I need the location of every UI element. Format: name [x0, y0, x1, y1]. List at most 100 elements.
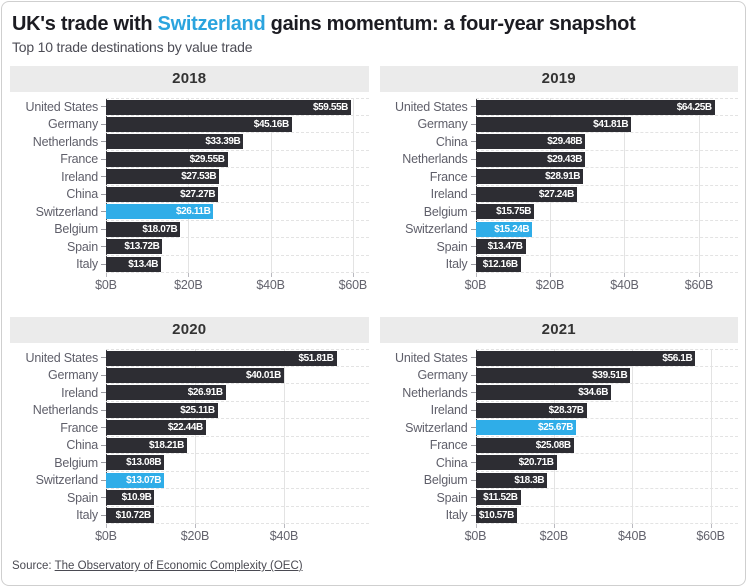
bar-value-label: $10.9B: [121, 492, 152, 503]
bar-track: $39.51B: [475, 367, 738, 384]
category-label: Netherlands: [402, 152, 468, 167]
bar: $51.81B: [106, 351, 337, 366]
bar-value-label: $28.91B: [545, 171, 581, 182]
bar-row: Netherlands $25.11B: [10, 402, 369, 419]
gridline: [553, 349, 555, 524]
category-label: Belgium: [423, 473, 468, 488]
bar-value-label: $56.1B: [662, 353, 693, 364]
bar-value-label: $26.11B: [175, 206, 211, 217]
bar-track: $13.07B: [106, 472, 369, 489]
bar-value-label: $27.53B: [181, 171, 217, 182]
bar: $10.72B: [106, 507, 154, 523]
footer: Source: The Observatory of Economic Comp…: [2, 544, 745, 572]
bar-row: Spain $13.72B: [10, 238, 369, 256]
bar: $10.9B: [106, 490, 155, 505]
bar-value-label: $10.57B: [478, 509, 514, 521]
category-label: Spain: [67, 239, 98, 254]
x-axis: $0B $20B $40B $60B: [465, 524, 739, 544]
chart-year-header-2020: 2020: [10, 317, 369, 343]
bar-value-label: $28.37B: [548, 404, 584, 416]
category-label: France: [429, 169, 468, 184]
bar-track: $25.11B: [106, 402, 369, 419]
bar: $28.37B: [475, 402, 587, 418]
y-tick: [470, 141, 476, 143]
bar-value-label: $22.44B: [167, 422, 203, 433]
bar-row: Italy $13.4B: [10, 256, 369, 273]
bar: $29.43B: [475, 151, 586, 167]
y-tick: [470, 497, 476, 499]
x-tick: [188, 273, 190, 277]
bar-row: Netherlands $34.6B: [380, 384, 738, 402]
bar-value-label: $12.16B: [482, 258, 518, 270]
bar: $13.72B: [106, 239, 163, 254]
bar-value-label: $18.07B: [142, 223, 178, 235]
bar-value-label: $18.3B: [514, 474, 545, 486]
y-tick: [470, 444, 476, 446]
bar-rows: United States $56.1B Germany $39.51B Netherl…: [380, 349, 738, 524]
bar-track: $15.75B: [475, 203, 738, 221]
bar-row: Spain $11.52B: [380, 489, 738, 507]
bar: $33.39B: [106, 134, 244, 149]
category-label: Germany: [47, 117, 98, 132]
category-label: France: [60, 420, 98, 435]
gridline: [624, 98, 626, 273]
category-label: Italy: [445, 508, 468, 523]
header: UK's trade with Switzerland gains moment…: [2, 2, 745, 55]
bar-value-label: $11.52B: [483, 492, 518, 503]
chart-year-header-2018: 2018: [10, 66, 369, 92]
bar-value-label: $26.91B: [187, 387, 223, 398]
bar: $13.4B: [106, 256, 162, 272]
source-label: Source:: [12, 560, 55, 572]
bar-row: United States $51.81B: [10, 349, 369, 367]
bar-track: $28.91B: [475, 168, 738, 186]
category-label: United States: [25, 350, 99, 365]
category-label: Netherlands: [32, 403, 98, 418]
bar: $18.21B: [106, 437, 188, 453]
charts-grid: 2018 United States $59.55B Germany $45.16B N…: [2, 66, 745, 544]
bar-value-label: $41.81B: [593, 118, 629, 130]
category-label: Netherlands: [402, 385, 468, 400]
bar: $27.24B: [475, 186, 577, 202]
source-link[interactable]: The Observatory of Economic Complexity (…: [54, 560, 303, 572]
y-tick: [101, 176, 106, 178]
bar-row: Italy $12.16B: [380, 256, 738, 273]
bar-value-label: $45.16B: [253, 118, 289, 130]
page-title: UK's trade with Switzerland gains moment…: [12, 12, 733, 36]
bar-track: $26.11B: [106, 203, 369, 221]
x-tick-label: $0B: [95, 529, 117, 543]
y-tick: [470, 211, 476, 213]
bar-row: United States $59.55B: [10, 98, 369, 116]
bar: $29.55B: [106, 151, 228, 167]
category-label: Ireland: [430, 403, 468, 418]
bar-highlighted: $26.11B: [106, 204, 214, 219]
bar-track: $18.21B: [106, 437, 369, 454]
bar: $18.3B: [475, 472, 548, 488]
x-tick-label: $20B: [535, 278, 565, 292]
y-tick: [101, 514, 106, 516]
category-label: Ireland: [61, 169, 98, 184]
bar-track: $51.81B: [106, 349, 369, 367]
bar-row: China $29.48B: [380, 133, 738, 151]
chart-year-header-2019: 2019: [379, 66, 738, 92]
title-prefix: UK's trade with: [12, 13, 158, 35]
bar-row: France $29.55B: [10, 151, 369, 168]
x-tick: [194, 524, 196, 528]
bar-row: Germany $39.51B: [380, 367, 738, 384]
x-axis: $0B $20B $40B $60B: [95, 273, 369, 293]
chart-panel-2020: 2020 United States $51.81B Germany $40.01B I…: [10, 317, 369, 544]
bar-row: Spain $10.9B: [10, 489, 369, 507]
category-label: Spain: [67, 490, 98, 505]
gridline: [352, 98, 354, 273]
category-label: Switzerland: [35, 204, 99, 219]
bar: $40.01B: [106, 367, 284, 383]
bar: $64.25B: [475, 100, 715, 115]
x-tick: [549, 273, 551, 277]
bar-track: $13.72B: [106, 238, 369, 256]
bar-track: $13.47B: [475, 238, 738, 256]
gridline: [188, 98, 190, 273]
bar-value-label: $33.39B: [205, 136, 241, 147]
bar: $29.48B: [475, 134, 586, 149]
bar-highlighted: $13.07B: [106, 472, 165, 488]
y-tick: [101, 444, 106, 446]
bar: $10.57B: [475, 507, 517, 523]
